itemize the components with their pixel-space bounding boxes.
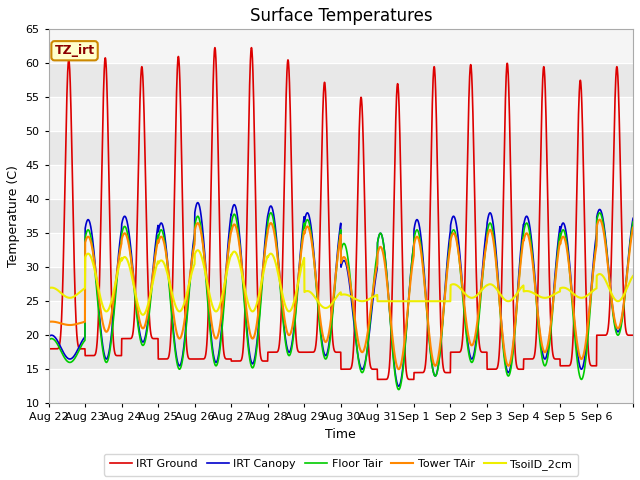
IRT Ground [230, 358, 237, 364]
TsoilD_2cm [550, 291, 558, 297]
Floor Tair [550, 290, 558, 296]
IRT Ground [629, 332, 637, 338]
Floor Tair [621, 291, 629, 297]
TsoilD_2cm [377, 299, 385, 304]
Text: TZ_irt: TZ_irt [54, 44, 95, 57]
Floor Tair [45, 337, 52, 343]
Tower TAir [621, 288, 629, 294]
IRT Canopy [550, 280, 558, 286]
X-axis label: Time: Time [326, 428, 356, 441]
IRT Ground [550, 356, 558, 361]
Tower TAir [45, 319, 52, 324]
Tower TAir [517, 255, 525, 261]
IRT Canopy [621, 288, 629, 293]
Tower TAir [103, 329, 111, 335]
Bar [49, 301, 633, 335]
TsoilD_2cm [140, 312, 147, 318]
Floor Tair [229, 213, 237, 218]
Floor Tair [395, 387, 403, 393]
Bar [49, 369, 633, 403]
TsoilD_2cm [103, 308, 111, 314]
Tower TAir [376, 244, 384, 250]
Line: IRT Ground: IRT Ground [49, 48, 633, 379]
Bar [49, 233, 633, 267]
IRT Canopy [629, 216, 637, 221]
Line: Floor Tair: Floor Tair [49, 213, 633, 390]
Bar [49, 97, 633, 131]
Floor Tair [629, 219, 637, 225]
TsoilD_2cm [230, 249, 237, 255]
IRT Ground [45, 346, 52, 352]
IRT Ground [518, 366, 525, 372]
TsoilD_2cm [45, 286, 52, 291]
IRT Canopy [395, 384, 403, 389]
IRT Ground [621, 322, 629, 328]
TsoilD_2cm [194, 247, 202, 253]
IRT Canopy [518, 240, 525, 246]
Tower TAir [629, 225, 637, 230]
Floor Tair [376, 230, 384, 236]
Line: Tower TAir: Tower TAir [49, 220, 633, 369]
Tower TAir [596, 217, 604, 223]
Tower TAir [395, 366, 403, 372]
IRT Canopy [230, 203, 237, 208]
Tower TAir [229, 223, 237, 228]
Bar [49, 29, 633, 63]
Legend: IRT Ground, IRT Canopy, Floor Tair, Tower TAir, TsoilD_2cm: IRT Ground, IRT Canopy, Floor Tair, Towe… [104, 454, 578, 476]
Title: Surface Temperatures: Surface Temperatures [250, 7, 432, 25]
IRT Ground [103, 87, 111, 93]
Tower TAir [550, 288, 558, 294]
TsoilD_2cm [629, 273, 637, 279]
IRT Canopy [103, 356, 111, 361]
Floor Tair [596, 210, 604, 216]
IRT Canopy [45, 334, 52, 339]
TsoilD_2cm [621, 289, 629, 295]
IRT Ground [374, 376, 381, 382]
TsoilD_2cm [518, 285, 525, 290]
Y-axis label: Temperature (C): Temperature (C) [7, 165, 20, 267]
IRT Ground [377, 376, 385, 382]
Line: TsoilD_2cm: TsoilD_2cm [49, 250, 633, 315]
Floor Tair [517, 252, 525, 257]
IRT Canopy [376, 230, 384, 236]
IRT Ground [211, 45, 219, 50]
Floor Tair [103, 359, 111, 365]
Bar [49, 165, 633, 199]
Line: IRT Canopy: IRT Canopy [49, 203, 633, 386]
IRT Canopy [194, 200, 202, 205]
